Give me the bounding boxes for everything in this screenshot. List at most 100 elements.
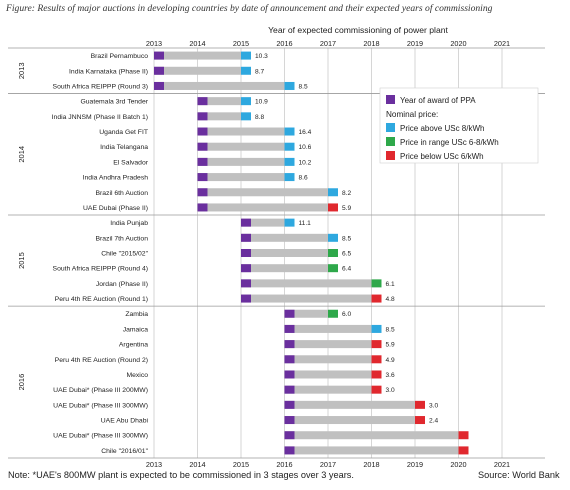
x-tick-label-bottom: 2020 bbox=[450, 460, 466, 469]
row-label: Jamaica bbox=[123, 326, 149, 333]
gap-bar bbox=[241, 233, 328, 242]
x-tick-label-top: 2021 bbox=[494, 39, 510, 48]
gap-bar bbox=[284, 400, 415, 409]
row-label: UAE Dubai* (Phase III 300MW) bbox=[53, 433, 148, 440]
legend-swatch bbox=[386, 151, 395, 160]
award-marker bbox=[154, 66, 164, 75]
price-label: 10.3 bbox=[255, 53, 268, 60]
price-label: 4.9 bbox=[386, 357, 395, 364]
price-marker bbox=[284, 218, 295, 227]
price-label: 5.9 bbox=[386, 342, 395, 349]
x-tick-label-bottom: 2017 bbox=[320, 460, 336, 469]
gap-bar bbox=[154, 66, 241, 75]
price-marker bbox=[328, 249, 338, 257]
row-label: India Punjab bbox=[110, 220, 148, 227]
legend-swatch bbox=[386, 95, 395, 104]
price-marker bbox=[241, 51, 251, 60]
award-marker bbox=[284, 340, 295, 349]
gap-bar bbox=[284, 446, 459, 455]
price-marker bbox=[284, 157, 295, 166]
price-marker bbox=[371, 340, 382, 349]
gap-bar bbox=[241, 218, 285, 227]
award-marker bbox=[197, 173, 208, 182]
price-marker bbox=[415, 400, 425, 409]
price-label: 8.6 bbox=[299, 175, 308, 182]
row-label: Jordan (Phase II) bbox=[96, 281, 148, 288]
price-label: 11.1 bbox=[299, 220, 312, 227]
legend-label: Price above USc 8/kWh bbox=[400, 124, 484, 133]
price-label: 8.8 bbox=[255, 114, 264, 121]
row-label: Brazil 6th Auction bbox=[95, 190, 148, 197]
award-marker bbox=[284, 309, 295, 318]
price-label: 6.1 bbox=[386, 281, 395, 288]
price-label: 8.7 bbox=[255, 68, 264, 75]
price-label: 6.4 bbox=[342, 266, 351, 273]
x-tick-label-bottom: 2013 bbox=[146, 460, 162, 469]
price-marker bbox=[328, 233, 338, 242]
price-marker bbox=[241, 112, 251, 121]
gap-bar bbox=[197, 112, 241, 121]
price-label: 8.5 bbox=[299, 83, 308, 90]
row-label: UAE Abu Dhabi bbox=[101, 418, 149, 425]
x-tick-label-top: 2015 bbox=[233, 39, 249, 48]
gap-bar bbox=[154, 51, 241, 60]
gap-bar bbox=[241, 279, 372, 288]
footer-note: Note: *UAE's 800MW plant is expected to … bbox=[8, 470, 354, 480]
legend-swatch bbox=[386, 137, 395, 146]
group-label: 2013 bbox=[17, 62, 26, 79]
price-label: 3.0 bbox=[429, 402, 438, 409]
award-marker bbox=[197, 203, 208, 212]
price-label: 10.9 bbox=[255, 99, 268, 106]
price-label: 3.6 bbox=[386, 372, 395, 379]
price-marker bbox=[371, 370, 382, 379]
price-label: 10.2 bbox=[299, 159, 312, 166]
award-marker bbox=[284, 385, 295, 394]
price-marker bbox=[284, 142, 295, 151]
gap-bar bbox=[197, 97, 241, 106]
award-marker bbox=[284, 324, 295, 333]
award-marker bbox=[197, 142, 208, 151]
award-marker bbox=[154, 51, 164, 60]
price-label: 4.8 bbox=[386, 296, 395, 303]
award-marker bbox=[284, 355, 295, 364]
price-label: 3.0 bbox=[386, 387, 395, 394]
price-label: 6.0 bbox=[342, 311, 351, 318]
price-label: 8.2 bbox=[342, 190, 351, 197]
row-label: Uganda Get FIT bbox=[99, 129, 148, 136]
footer-source: Source: World Bank bbox=[478, 470, 560, 480]
award-marker bbox=[284, 416, 295, 425]
row-label: Guatemala 3rd Tender bbox=[80, 99, 148, 106]
x-tick-label-top: 2014 bbox=[189, 39, 205, 48]
price-marker bbox=[458, 431, 469, 440]
price-marker bbox=[371, 279, 382, 288]
award-marker bbox=[241, 233, 251, 242]
gap-bar bbox=[284, 340, 372, 349]
x-tick-label-bottom: 2016 bbox=[276, 460, 292, 469]
award-marker bbox=[154, 81, 164, 90]
x-axis-title: Year of expected commissioning of power … bbox=[268, 25, 448, 35]
x-tick-label-top: 2020 bbox=[450, 39, 466, 48]
row-label: South Africa REIPPP (Round 3) bbox=[53, 83, 148, 90]
price-marker bbox=[328, 309, 338, 318]
award-marker bbox=[284, 370, 295, 379]
price-marker bbox=[415, 416, 425, 425]
price-marker bbox=[241, 97, 251, 106]
x-tick-label-top: 2013 bbox=[146, 39, 162, 48]
gap-bar bbox=[284, 370, 372, 379]
row-label: Brazil Pernambuco bbox=[91, 53, 149, 60]
award-marker bbox=[197, 112, 208, 121]
gap-bar bbox=[284, 309, 328, 318]
price-marker bbox=[328, 264, 338, 273]
x-tick-label-top: 2019 bbox=[407, 39, 423, 48]
price-marker bbox=[284, 81, 295, 90]
award-marker bbox=[197, 157, 208, 166]
price-marker bbox=[284, 173, 295, 182]
row-label: Brazil 7th Auction bbox=[95, 235, 148, 242]
x-tick-label-bottom: 2021 bbox=[494, 460, 510, 469]
gap-bar bbox=[284, 431, 459, 440]
gap-bar bbox=[197, 142, 285, 151]
gap-bar bbox=[284, 324, 372, 333]
price-label: 5.9 bbox=[342, 205, 351, 212]
x-tick-label-bottom: 2019 bbox=[407, 460, 423, 469]
